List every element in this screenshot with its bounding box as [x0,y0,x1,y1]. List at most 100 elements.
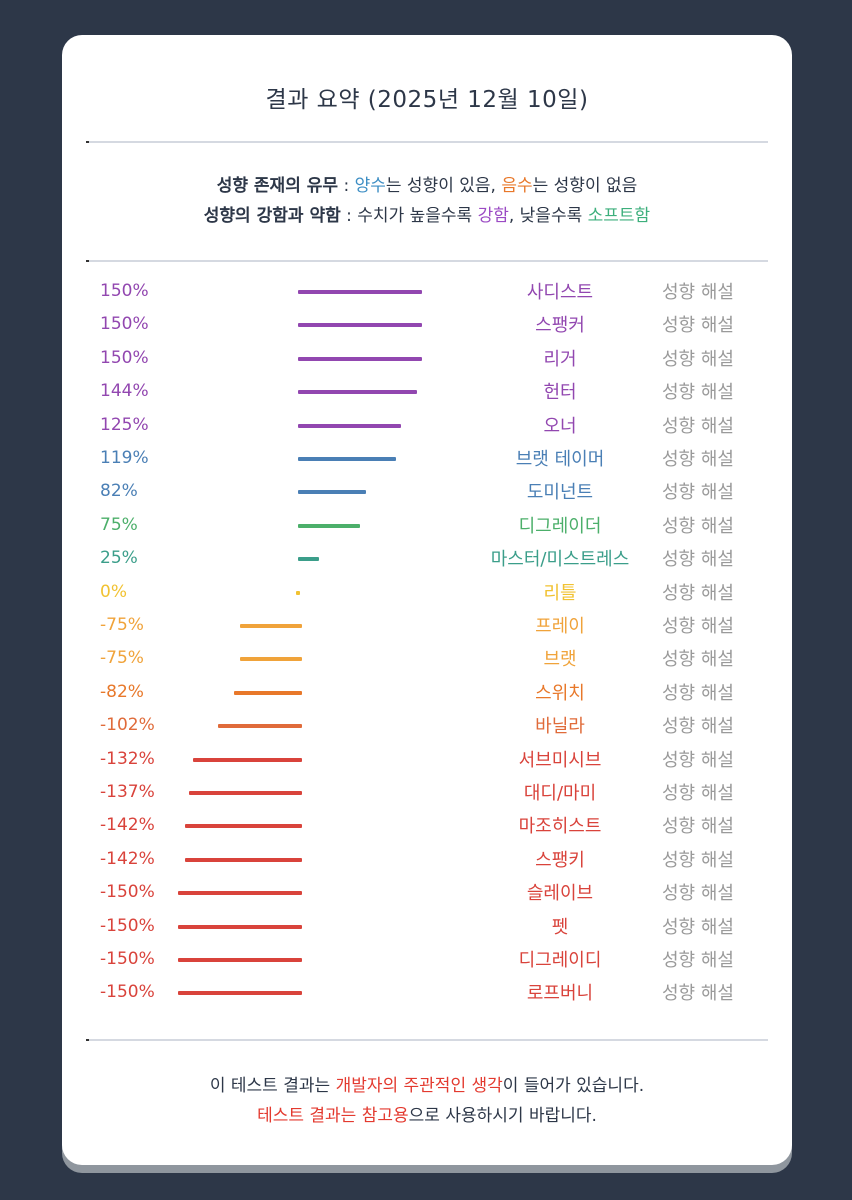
explain-link[interactable]: 성향 해설 [662,649,734,671]
category-label: 스팽커 [535,315,585,337]
legend-1-segment-1: : [338,176,355,196]
value-label: -137% [100,782,155,802]
value-label: 75% [100,514,138,535]
footer-line-2: 테스트 결과는 참고용으로 사용하시기 바랍니다. [62,1101,792,1126]
value-label: -102% [100,715,155,736]
result-card: 결과 요약 (2025년 12월 10일) 성향 존재의 유무 : 양수는 성향… [62,35,792,1165]
explain-link[interactable]: 성향 해설 [662,816,734,838]
explain-link[interactable]: 성향 해설 [662,783,734,804]
explain-link[interactable]: 성향 해설 [662,582,734,604]
category-label: 마조히스트 [518,816,602,838]
explain-link[interactable]: 성향 해설 [662,348,734,370]
category-label: 마스터/미스트레스 [490,549,630,571]
category-label: 리틀 [543,582,577,604]
legend-1-segment-2: 양수 [354,176,386,196]
category-label: 오너 [543,415,577,437]
category-label: 브랫 테이머 [515,449,605,470]
explain-link[interactable]: 성향 해설 [662,849,734,871]
category-label: 도미넌트 [526,482,594,504]
bar [192,757,302,762]
value-label: -142% [100,815,155,836]
legend-1-segment-5: 는 성향이 없음 [532,176,638,196]
category-label: 대디/마미 [523,783,597,804]
divider-top [86,141,768,143]
explain-link[interactable]: 성향 해설 [662,983,734,1005]
bar [217,724,302,729]
explain-link[interactable]: 성향 해설 [662,950,734,971]
bar [234,690,302,695]
category-label: 디그레이더 [518,515,602,537]
value-label: 0% [100,581,127,602]
legend-2-segment-0: 성향의 강함과 약함 [203,206,341,226]
bar [178,891,302,896]
explain-link[interactable]: 성향 해설 [662,616,734,637]
value-label: -150% [100,949,155,969]
bar [178,924,302,929]
legend-2-segment-1: : 수치가 높을수록 [340,206,478,226]
explain-link[interactable]: 성향 해설 [662,883,734,905]
page-title: 결과 요약 (2025년 12월 10일) [265,87,589,113]
explain-link[interactable]: 성향 해설 [662,382,734,404]
value-label: 119% [100,448,149,468]
explain-link[interactable]: 성향 해설 [662,682,734,704]
category-label: 디그레이디 [518,950,602,971]
footer-line-1: 이 테스트 결과는 개발자의 주관적인 생각이 들어가 있습니다. [62,1071,792,1096]
explain-link[interactable]: 성향 해설 [662,282,734,303]
category-label: 스위치 [535,682,585,704]
legend-1-segment-0: 성향 존재의 유무 [216,176,339,196]
bar [184,824,302,829]
category-label: 사디스트 [526,282,594,303]
explain-link[interactable]: 성향 해설 [662,549,734,571]
value-label: -150% [100,982,155,1003]
legend-2-segment-2: 강함 [477,206,509,226]
category-label: 프레이 [535,616,585,637]
explain-link[interactable]: 성향 해설 [662,449,734,470]
explain-link[interactable]: 성향 해설 [662,749,734,771]
category-label: 헌터 [543,382,577,404]
value-label: 125% [100,414,149,435]
explain-link[interactable]: 성향 해설 [662,916,734,938]
explain-link[interactable]: 성향 해설 [662,315,734,337]
category-label: 서브미시브 [518,749,602,771]
bar [298,323,422,328]
value-label: -150% [100,915,155,936]
bar [296,590,300,595]
value-label: -82% [100,681,144,702]
explain-link[interactable]: 성향 해설 [662,482,734,504]
explain-link[interactable]: 성향 해설 [662,415,734,437]
value-label: 144% [100,381,149,402]
bar [298,356,422,361]
value-label: -132% [100,748,155,769]
value-label: 150% [100,347,149,368]
bar [298,557,319,562]
bar [298,423,402,428]
bar [178,958,302,962]
value-label: -142% [100,848,155,869]
category-label: 리거 [543,348,577,370]
footer-1-segment-2: 이 들어가 있습니다. [502,1076,645,1096]
legend-2-segment-3: , 낮을수록 [508,206,588,226]
value-label: 150% [100,314,149,335]
explain-link[interactable]: 성향 해설 [662,716,734,738]
bar [184,857,302,862]
bar [298,390,418,395]
bar [240,657,302,662]
explain-link[interactable]: 성향 해설 [662,515,734,537]
footer-1-segment-1: 개발자의 주관적인 생각 [335,1076,503,1096]
legend-line-2: 성향의 강함과 약함 : 수치가 높을수록 강함, 낮을수록 소프트함 [62,201,792,226]
bar [298,457,397,461]
bar [178,991,302,996]
bar [298,523,360,528]
legend-2-segment-4: 소프트함 [587,206,651,226]
value-label: -150% [100,882,155,903]
divider-bottom [86,1039,768,1041]
value-label: -75% [100,648,144,669]
legend-line-1: 성향 존재의 유무 : 양수는 성향이 있음, 음수는 성향이 없음 [62,171,792,196]
category-label: 펫 [551,916,569,938]
value-label: 82% [100,481,138,502]
value-label: 25% [100,548,138,569]
divider-middle [86,260,768,262]
value-label: -75% [100,615,144,635]
value-label: 150% [100,281,149,301]
bar [240,624,302,628]
